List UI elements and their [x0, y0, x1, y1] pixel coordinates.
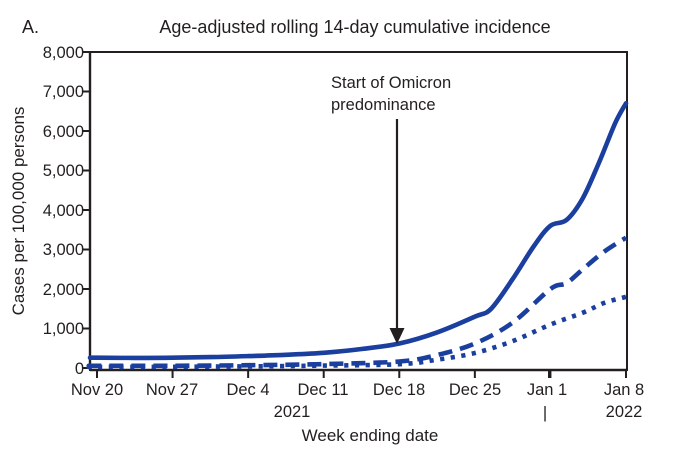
x-tick-label: Jan 8	[604, 381, 644, 399]
annotation-arrow-head	[389, 328, 405, 344]
x-tick-marks	[96, 370, 627, 378]
x-tick-label: Dec 25	[449, 381, 501, 399]
y-axis-title: Cases per 100,000 persons	[9, 107, 28, 316]
omicron-annotation: Start of Omicron predominance	[331, 74, 451, 344]
y-axis: Cases per 100,000 persons 0 1,000 2,000 …	[9, 44, 90, 378]
dotted-line-series	[86, 294, 627, 370]
year-divider-mark: |	[543, 404, 547, 422]
annotation-text-line1: Start of Omicron	[331, 74, 451, 92]
y-tick-label: 3,000	[43, 241, 84, 259]
x-tick-label: Nov 27	[146, 381, 198, 399]
y-tick-label: 2,000	[43, 281, 84, 299]
y-tick-label: 8,000	[43, 44, 84, 62]
year-label-2021: 2021	[274, 403, 311, 421]
solid-line-series	[87, 101, 629, 361]
year-label-2022: 2022	[606, 403, 643, 421]
series-group	[86, 101, 629, 370]
dashed-line-series	[86, 235, 628, 369]
y-tick-label: 5,000	[43, 162, 84, 180]
panel-label: A.	[22, 17, 39, 37]
chart-title: Age-adjusted rolling 14-day cumulative i…	[159, 17, 550, 37]
x-tick-label: Dec 18	[373, 381, 425, 399]
x-axis: Nov 20 Nov 27 Dec 4 Dec 11 Dec 18 Dec 25…	[71, 370, 644, 445]
y-tick-label: 6,000	[43, 123, 84, 141]
y-tick-label: 7,000	[43, 83, 84, 101]
y-tick-label: 4,000	[43, 202, 84, 220]
y-tick-label: 0	[75, 360, 84, 378]
x-axis-title: Week ending date	[302, 426, 439, 445]
x-tick-label: Jan 1	[527, 381, 567, 399]
y-tick-label: 1,000	[43, 320, 84, 338]
x-tick-label: Nov 20	[71, 381, 123, 399]
x-tick-label: Dec 11	[297, 381, 348, 399]
annotation-text-line2: predominance	[331, 96, 436, 114]
x-tick-label: Dec 4	[226, 381, 269, 399]
